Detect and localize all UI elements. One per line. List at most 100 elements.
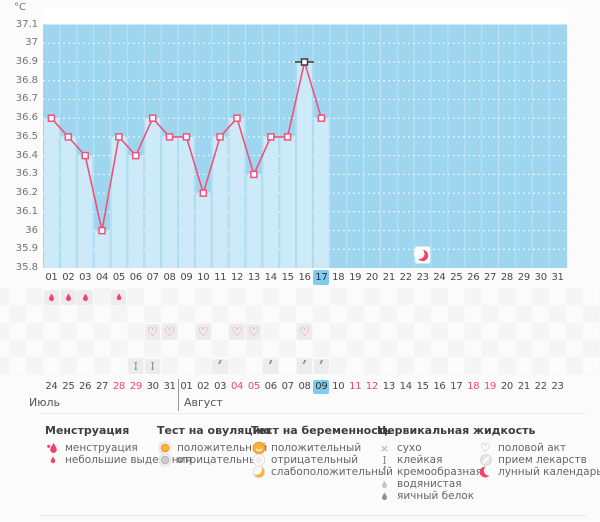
date-10[interactable]: 10	[332, 381, 345, 392]
date-11[interactable]: 11	[349, 381, 362, 392]
event-intercourse-day-8[interactable]: ♡	[161, 324, 178, 340]
cycle-day-23[interactable]: 23	[416, 272, 429, 283]
temp-bar-day-15[interactable]	[280, 136, 296, 268]
date-31[interactable]: 31	[163, 381, 176, 392]
date-07[interactable]: 07	[281, 381, 294, 392]
temp-bar-day-9[interactable]	[178, 136, 194, 268]
date-18[interactable]: 18	[467, 381, 480, 392]
temp-point-day-1[interactable]	[47, 114, 56, 122]
temp-point-day-17[interactable]	[317, 114, 326, 122]
cycle-day-27[interactable]: 27	[483, 272, 497, 283]
cycle-day-21[interactable]: 21	[382, 272, 395, 283]
temp-point-day-11[interactable]	[216, 133, 224, 141]
cycle-day-26[interactable]: 26	[467, 272, 480, 283]
date-19[interactable]: 19	[483, 381, 497, 392]
temp-bar-day-17[interactable]	[313, 118, 329, 268]
date-06[interactable]: 06	[264, 381, 277, 392]
cycle-day-01[interactable]: 01	[45, 272, 58, 283]
date-02[interactable]: 02	[197, 381, 210, 392]
date-13[interactable]: 13	[382, 381, 395, 392]
event-menstruation-day-3[interactable]	[77, 289, 93, 305]
event-cervical-fluid-day-16[interactable]: ’	[296, 358, 313, 375]
temp-point-day-16[interactable]	[300, 58, 309, 66]
date-23[interactable]: 23	[551, 381, 564, 392]
date-16[interactable]: 16	[433, 381, 446, 392]
temp-bar-day-5[interactable]	[111, 136, 127, 268]
event-intercourse-day-7[interactable]: ♡	[144, 324, 161, 340]
temp-bar-day-11[interactable]	[212, 136, 228, 268]
cycle-day-24[interactable]: 24	[433, 272, 446, 283]
cycle-day-16[interactable]: 16	[298, 272, 311, 283]
cycle-day-15[interactable]: 15	[281, 272, 294, 283]
temp-bar-day-8[interactable]	[162, 136, 177, 268]
date-20[interactable]: 20	[500, 381, 513, 392]
event-cervical-fluid-day-6[interactable]: I	[128, 358, 144, 375]
event-cervical-fluid-day-11[interactable]: ’	[212, 358, 228, 375]
cycle-day-28[interactable]: 28	[500, 272, 513, 283]
cycle-day-13[interactable]: 13	[247, 272, 260, 283]
cycle-day-18[interactable]: 18	[332, 272, 345, 283]
event-menstruation-day-2[interactable]	[60, 289, 76, 305]
cycle-day-09[interactable]: 09	[180, 272, 193, 283]
event-intercourse-day-12[interactable]: ♡	[229, 324, 245, 340]
temp-point-day-5[interactable]	[115, 133, 123, 141]
temperature-plot[interactable]	[43, 8, 567, 268]
temp-point-day-2[interactable]	[64, 133, 73, 141]
cycle-day-02[interactable]: 02	[62, 272, 75, 283]
date-29[interactable]: 29	[129, 381, 142, 392]
event-menstruation-day-5[interactable]	[111, 289, 127, 305]
cycle-day-14[interactable]: 14	[264, 272, 277, 283]
temp-bar-day-16[interactable]	[297, 62, 312, 268]
cycle-day-30[interactable]: 30	[534, 272, 547, 283]
cycle-day-20[interactable]: 20	[365, 272, 378, 283]
date-15[interactable]: 15	[416, 381, 429, 392]
date-14[interactable]: 14	[399, 381, 412, 392]
temp-point-day-10[interactable]	[199, 189, 208, 197]
date-03[interactable]: 03	[214, 381, 227, 392]
temp-point-day-14[interactable]	[267, 133, 275, 141]
temp-bar-day-14[interactable]	[263, 136, 279, 268]
date-09[interactable]: 09	[313, 380, 330, 394]
cycle-day-04[interactable]: 04	[95, 272, 109, 283]
event-intercourse-day-16[interactable]: ♡	[296, 324, 313, 340]
event-cervical-fluid-day-14[interactable]: ’	[263, 358, 279, 375]
lunar-calendar-icon[interactable]	[413, 246, 431, 264]
cycle-day-12[interactable]: 12	[230, 272, 244, 283]
temp-bar-day-12[interactable]	[229, 118, 245, 268]
temp-bar-day-7[interactable]	[145, 118, 161, 268]
date-01[interactable]: 01	[180, 381, 193, 392]
cycle-day-06[interactable]: 06	[129, 272, 142, 283]
event-cervical-fluid-day-17[interactable]: ’	[313, 358, 329, 375]
event-cervical-fluid-day-7[interactable]: I	[144, 358, 161, 375]
temp-bar-day-1[interactable]	[44, 118, 59, 268]
cycle-day-17[interactable]: 17	[313, 270, 330, 285]
temp-bar-day-4[interactable]	[94, 230, 110, 268]
cycle-day-31[interactable]: 31	[551, 272, 564, 283]
cycle-day-05[interactable]: 05	[112, 272, 125, 283]
date-21[interactable]: 21	[517, 381, 530, 392]
date-22[interactable]: 22	[534, 381, 547, 392]
date-28[interactable]: 28	[112, 381, 125, 392]
cycle-day-25[interactable]: 25	[450, 272, 463, 283]
temp-bar-day-10[interactable]	[195, 193, 211, 268]
temp-bar-day-2[interactable]	[60, 136, 76, 268]
temp-point-day-3[interactable]	[81, 151, 89, 160]
temp-point-day-7[interactable]	[148, 114, 157, 122]
date-30[interactable]: 30	[146, 381, 159, 392]
cycle-day-07[interactable]: 07	[146, 272, 159, 283]
cycle-day-11[interactable]: 11	[214, 272, 227, 283]
temp-bar-day-3[interactable]	[77, 155, 93, 268]
temp-bar-day-6[interactable]	[128, 155, 144, 268]
date-04[interactable]: 04	[230, 381, 244, 392]
date-08[interactable]: 08	[298, 381, 311, 392]
date-24[interactable]: 24	[45, 381, 58, 392]
cycle-day-19[interactable]: 19	[349, 272, 362, 283]
temp-point-day-8[interactable]	[165, 133, 174, 141]
cycle-day-29[interactable]: 29	[517, 272, 530, 283]
temp-point-day-6[interactable]	[132, 151, 140, 160]
event-menstruation-day-1[interactable]	[43, 289, 59, 305]
temp-point-day-9[interactable]	[182, 133, 191, 141]
temp-point-day-12[interactable]	[233, 114, 241, 122]
temp-bar-day-13[interactable]	[246, 174, 262, 268]
date-12[interactable]: 12	[365, 381, 378, 392]
